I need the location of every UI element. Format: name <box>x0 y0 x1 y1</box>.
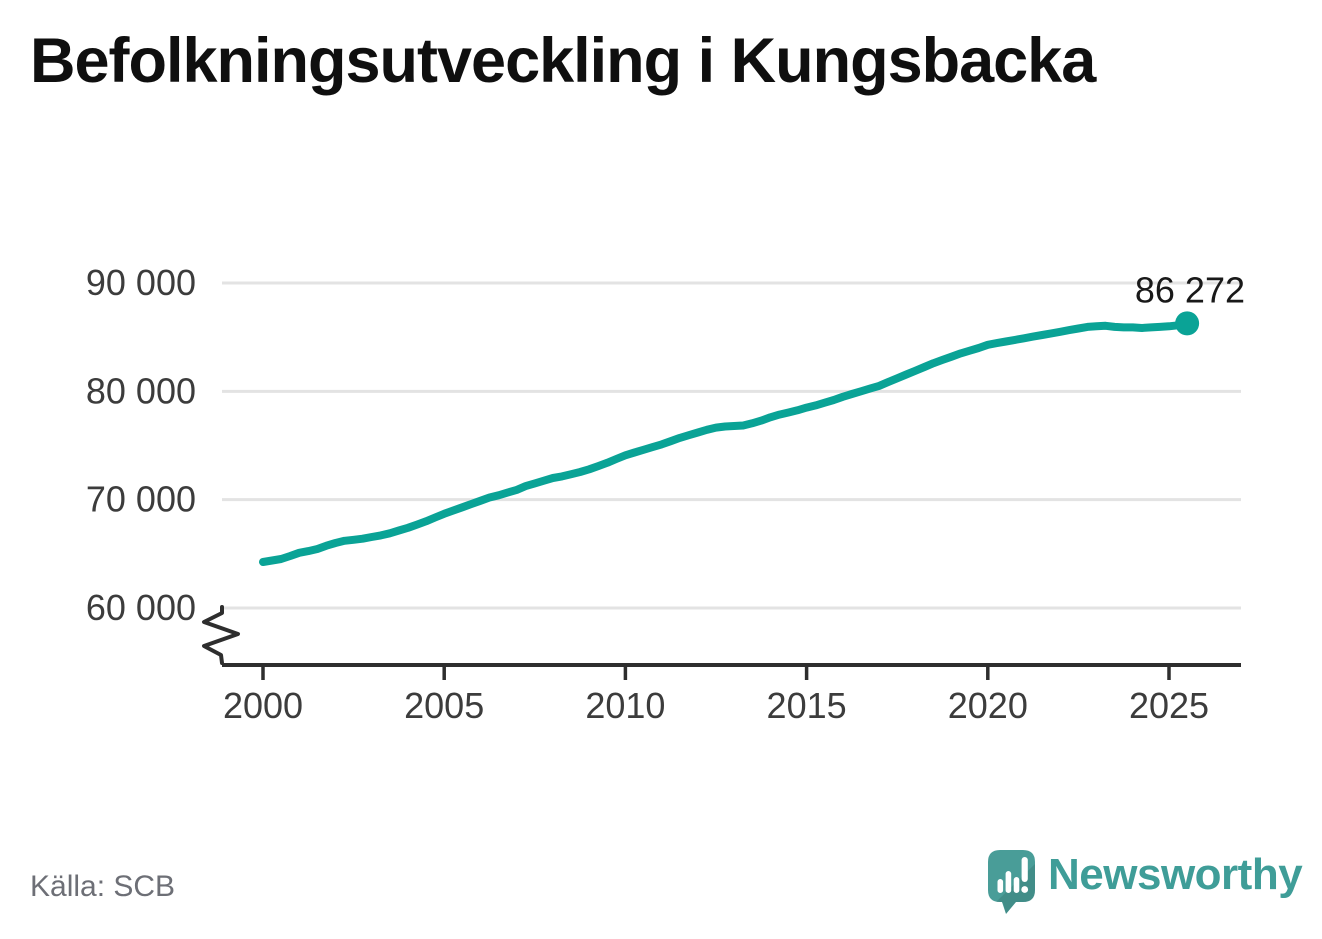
y-axis-label-60000: 60 000 <box>86 587 196 628</box>
x-axis-label-2005: 2005 <box>404 685 484 726</box>
x-axis-label-2025: 2025 <box>1129 685 1209 726</box>
y-axis-label-80000: 80 000 <box>86 370 196 411</box>
newsworthy-speech-bubble-chart-icon <box>988 850 1035 914</box>
x-axis-label-2000: 2000 <box>223 685 303 726</box>
exclamation-bar <box>1021 857 1028 882</box>
y-axis-label-70000: 70 000 <box>86 479 196 520</box>
bar-chart-bar-3 <box>1013 877 1020 893</box>
x-axis-label-2015: 2015 <box>767 685 847 726</box>
page-title: Befolkningsutveckling i Kungsbacka <box>30 26 1096 96</box>
end-point-marker <box>1175 311 1200 336</box>
x-axis-label-2010: 2010 <box>585 685 665 726</box>
source-credit: Källa: SCB <box>30 870 176 903</box>
population-line-series <box>259 319 1192 566</box>
end-value-label: 86 272 <box>1135 269 1245 310</box>
y-axis-label-90000: 90 000 <box>86 262 196 303</box>
bar-chart-bar-1 <box>997 879 1004 893</box>
newsworthy-logo-text: Newsworthy <box>1048 850 1303 899</box>
bar-chart-bar-2 <box>1005 871 1012 893</box>
y-axis-break-icon <box>202 605 240 665</box>
exclamation-dot <box>1021 886 1029 893</box>
newsworthy-branding: Newsworthy <box>978 840 1308 925</box>
x-axis-label-2020: 2020 <box>948 685 1028 726</box>
